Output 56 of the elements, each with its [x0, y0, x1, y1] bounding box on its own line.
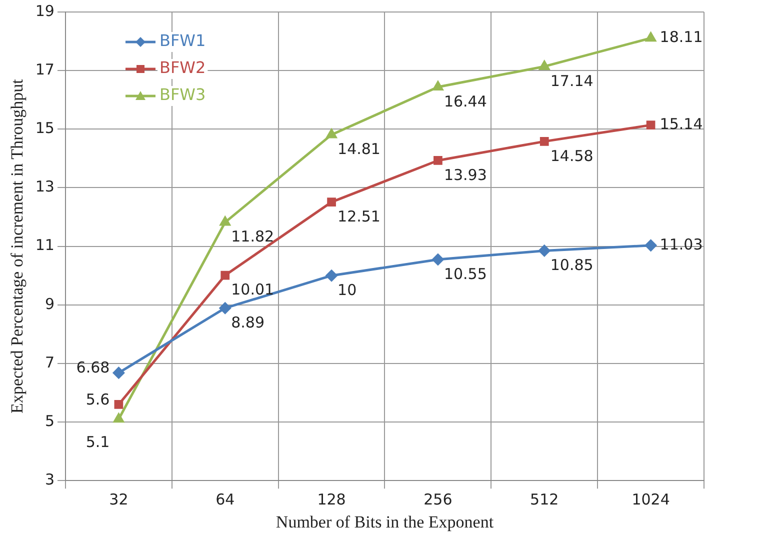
- data-label: 10.01: [231, 280, 274, 299]
- point: [540, 137, 549, 146]
- point: [646, 120, 656, 130]
- y-tick-label: 13: [35, 178, 54, 196]
- data-label: 15.14: [660, 114, 703, 133]
- point: [326, 270, 338, 282]
- x-tick-label: 1024: [632, 490, 670, 508]
- point: [114, 400, 124, 409]
- point: [646, 32, 656, 42]
- point: [434, 156, 442, 165]
- point: [112, 367, 124, 379]
- point: [432, 81, 444, 90]
- point: [326, 128, 337, 138]
- data-label: 11.03: [660, 235, 703, 254]
- y-tick-label: 3: [44, 470, 54, 488]
- y-tick-label: 19: [35, 2, 54, 20]
- x-tick-label: 512: [530, 490, 559, 508]
- data-label: 5.1: [86, 432, 110, 451]
- data-label: 6.68: [76, 358, 110, 377]
- y-tick-label: 5: [44, 412, 54, 430]
- data-label: 10.85: [550, 256, 594, 274]
- data-label: 10.55: [444, 264, 487, 283]
- data-label: 17.14: [550, 72, 594, 90]
- data-label: 14.58: [550, 146, 594, 165]
- legend-label: BFW3: [159, 85, 206, 104]
- y-tick-label: 9: [44, 294, 54, 313]
- data-label: 13.93: [444, 166, 487, 184]
- legend-label: BFW1: [159, 31, 206, 50]
- data-label: 16.44: [444, 92, 487, 110]
- data-label: 14.81: [338, 140, 380, 158]
- x-tick-label: 128: [317, 490, 346, 508]
- point: [645, 240, 657, 252]
- data-label: 10: [338, 280, 357, 299]
- x-tick-label: 256: [424, 490, 452, 508]
- y-tick-label: 17: [35, 60, 54, 78]
- data-label: 18.11: [660, 28, 703, 46]
- point: [538, 244, 550, 256]
- y-tick-label: 15: [35, 119, 54, 138]
- legend-label: BFW2: [159, 58, 206, 78]
- point: [539, 60, 550, 70]
- point: [114, 413, 124, 423]
- x-tick-label: 64: [216, 490, 235, 508]
- data-label: 5.6: [86, 390, 110, 408]
- point: [327, 198, 336, 207]
- data-label: 12.51: [338, 207, 380, 226]
- point: [219, 302, 231, 314]
- point: [220, 270, 230, 280]
- point: [220, 216, 230, 226]
- data-label: 8.89: [231, 313, 265, 332]
- point: [432, 254, 444, 266]
- x-axis-title: Number of Bits in the Exponent: [276, 512, 494, 532]
- x-tick-label: 32: [109, 490, 128, 508]
- data-label: 11.82: [231, 228, 274, 246]
- y-tick-label: 11: [35, 236, 54, 254]
- y-axis-title: Expected Percentage of increment in Throughput: [8, 78, 27, 414]
- y-tick-label: 7: [44, 353, 54, 372]
